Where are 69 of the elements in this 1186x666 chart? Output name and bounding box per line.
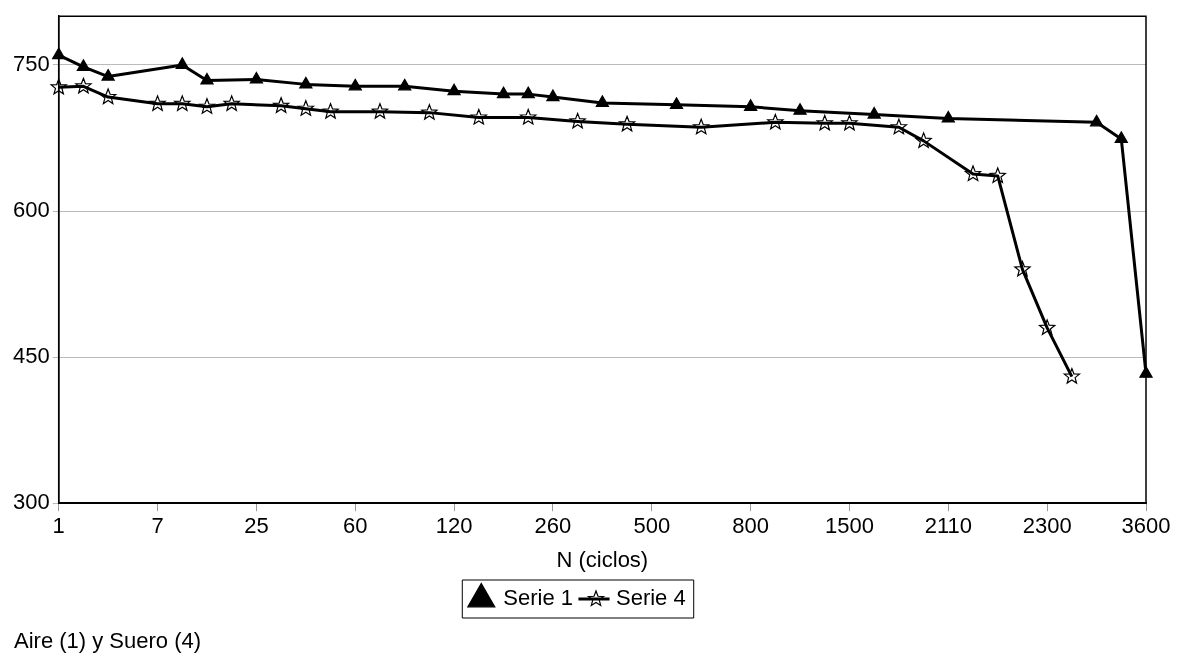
point xyxy=(52,47,66,60)
point xyxy=(941,110,955,123)
point xyxy=(669,97,684,109)
x-tick-label: 1 xyxy=(52,513,65,539)
point xyxy=(297,100,315,116)
legend-label: Serie 4 xyxy=(616,585,686,611)
x-tick-label: 260 xyxy=(534,513,572,539)
point xyxy=(200,72,214,85)
x-tick-label: 25 xyxy=(244,513,269,539)
point xyxy=(1089,114,1104,127)
point xyxy=(470,108,488,125)
point xyxy=(743,99,758,111)
point xyxy=(569,112,586,129)
x-tick-label: 7 xyxy=(151,513,164,539)
y-tick-label: 600 xyxy=(12,197,50,223)
point xyxy=(76,59,91,71)
x-tick-label: 2110 xyxy=(924,513,972,539)
x-tick-label: 120 xyxy=(435,513,473,539)
point xyxy=(767,113,784,130)
point xyxy=(496,86,511,99)
point xyxy=(1063,367,1081,384)
point xyxy=(371,103,389,119)
point xyxy=(546,89,560,102)
point xyxy=(1014,260,1031,277)
point xyxy=(299,76,313,89)
x-tick-label: 2300 xyxy=(1022,513,1072,539)
x-tick-label: 500 xyxy=(633,513,671,539)
point xyxy=(1114,131,1128,144)
point xyxy=(1139,366,1153,378)
x-tick-label: 60 xyxy=(343,513,368,539)
point xyxy=(272,97,290,113)
point xyxy=(101,68,115,81)
point xyxy=(75,77,92,94)
y-tick-label: 300 xyxy=(12,489,50,515)
point xyxy=(890,118,908,135)
text: Aire (1) y Suero (4) xyxy=(14,628,202,654)
point xyxy=(198,98,216,114)
x-tick-label: 800 xyxy=(732,513,769,539)
point xyxy=(692,118,710,135)
point xyxy=(322,103,339,119)
point xyxy=(223,95,240,111)
point xyxy=(447,83,461,96)
x-tick-label: 3600 xyxy=(1121,513,1171,539)
point xyxy=(398,78,412,91)
point xyxy=(841,114,858,131)
point xyxy=(421,104,438,120)
legend-label: Serie 1 xyxy=(503,585,574,611)
point xyxy=(964,165,982,182)
point xyxy=(348,78,362,91)
point xyxy=(521,86,535,99)
point xyxy=(618,115,636,132)
point xyxy=(793,103,807,115)
point xyxy=(915,132,932,148)
x-axis-title: N (ciclos) xyxy=(556,546,649,572)
point xyxy=(249,71,264,84)
point xyxy=(149,95,166,111)
point xyxy=(50,78,67,95)
point xyxy=(867,106,881,119)
point xyxy=(174,95,191,111)
point xyxy=(816,114,833,131)
point xyxy=(520,108,537,125)
point xyxy=(595,95,610,107)
point xyxy=(99,88,117,105)
x-tick-label: 1500 xyxy=(824,513,874,539)
y-tick-label: 750 xyxy=(12,50,50,76)
point xyxy=(175,57,189,69)
y-tick-label: 450 xyxy=(12,343,50,369)
point xyxy=(1038,319,1056,335)
point xyxy=(989,167,1006,184)
